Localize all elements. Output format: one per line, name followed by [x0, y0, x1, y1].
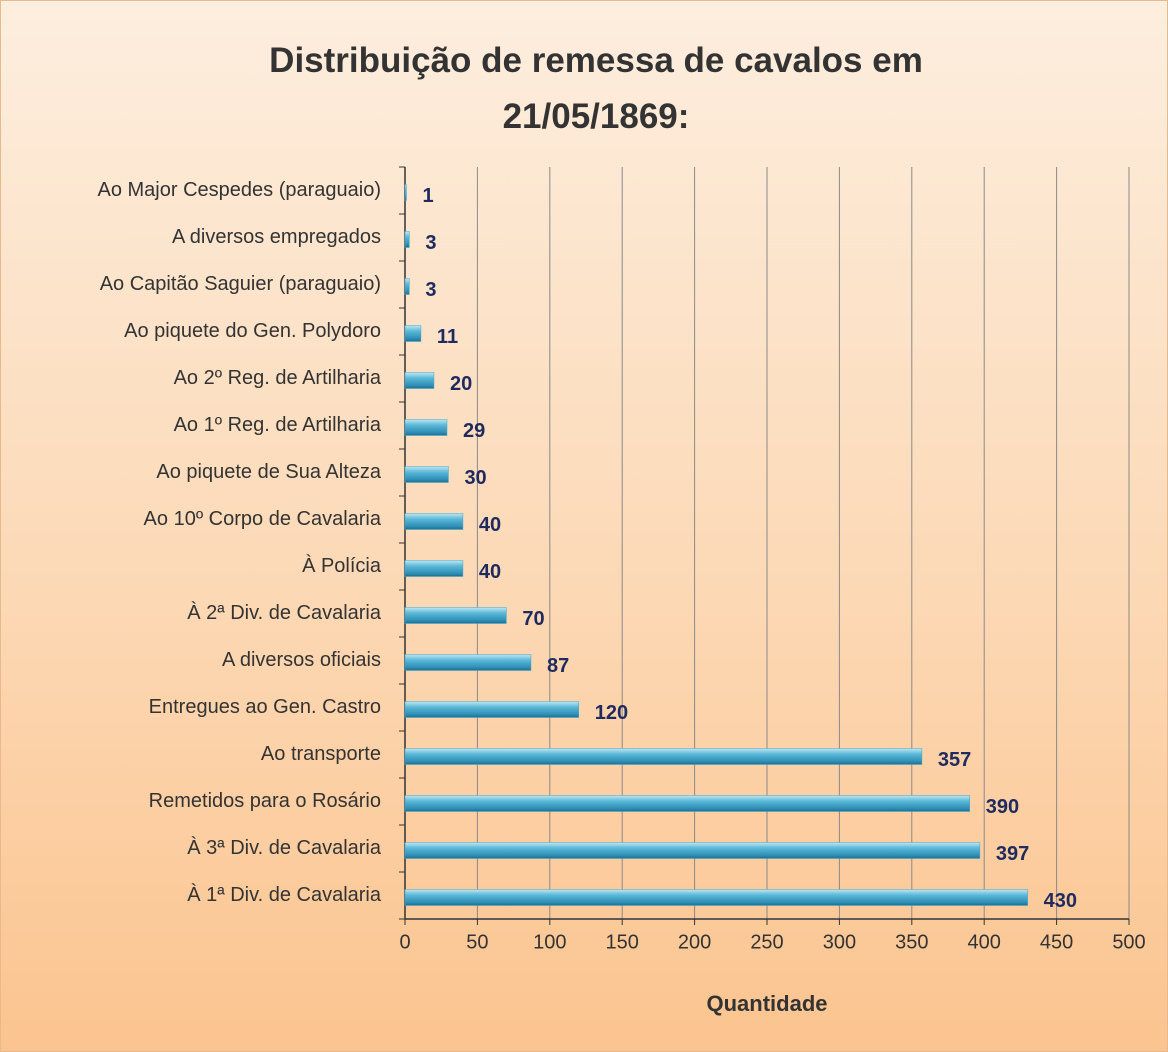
- value-label: 120: [595, 702, 628, 724]
- x-tick-label: 100: [533, 931, 566, 953]
- bar: [404, 419, 448, 436]
- bar: [404, 842, 981, 859]
- bar: [404, 748, 923, 765]
- y-tick-label: A diversos oficiais: [222, 649, 381, 671]
- value-label: 397: [996, 843, 1029, 865]
- bar: [404, 466, 449, 483]
- y-tick-label: Ao 1º Reg. de Artilharia: [174, 414, 382, 436]
- bar: [404, 184, 407, 201]
- bar: [404, 513, 464, 530]
- value-label: 20: [450, 373, 472, 395]
- y-tick-label: À 2ª Div. de Cavalaria: [187, 601, 382, 624]
- value-label: 1: [422, 185, 433, 207]
- bar: [404, 607, 507, 624]
- bar: [404, 654, 532, 671]
- x-tick-label: 0: [399, 931, 410, 953]
- y-tick-label: Ao 10º Corpo de Cavalaria: [144, 508, 382, 530]
- bar: [404, 795, 970, 812]
- value-label: 40: [479, 514, 501, 536]
- value-label: 390: [986, 796, 1019, 818]
- value-label: 11: [437, 326, 458, 348]
- y-tick-label: Entregues ao Gen. Castro: [149, 696, 381, 718]
- y-tick-label: Ao transporte: [261, 743, 381, 765]
- x-axis-title: Quantidade: [706, 991, 827, 1016]
- bar: [404, 278, 410, 295]
- y-tick-label: Ao 2º Reg. de Artilharia: [174, 367, 382, 389]
- bar: [404, 231, 410, 248]
- x-tick-label: 300: [823, 931, 856, 953]
- y-tick-label: Ao Capitão Saguier (paraguaio): [100, 273, 381, 295]
- value-label: 357: [938, 749, 971, 771]
- bar: [404, 560, 464, 577]
- value-label: 30: [464, 467, 486, 489]
- x-tick-label: 200: [678, 931, 711, 953]
- y-tick-label: Ao Major Cespedes (paraguaio): [98, 179, 382, 201]
- x-tick-label: 350: [895, 931, 928, 953]
- y-tick-label: À Polícia: [302, 554, 382, 577]
- value-label: 3: [425, 279, 436, 301]
- bar: [404, 889, 1028, 906]
- value-label: 87: [547, 655, 569, 677]
- chart-title: Distribuição de remessa de cavalos em 21…: [269, 41, 923, 136]
- y-tick-label: À 1ª Div. de Cavalaria: [187, 883, 382, 906]
- x-tick-label: 450: [1040, 931, 1073, 953]
- value-label: 70: [522, 608, 544, 630]
- x-tick-label: 150: [606, 931, 639, 953]
- x-tick-label: 400: [968, 931, 1001, 953]
- bar: [404, 325, 422, 342]
- y-tick-label: A diversos empregados: [172, 226, 381, 248]
- y-tick-label: Ao piquete do Gen. Polydoro: [124, 320, 381, 342]
- value-label: 29: [463, 420, 485, 442]
- bar: [404, 372, 435, 389]
- value-label: 430: [1044, 890, 1077, 912]
- x-tick-label: 50: [466, 931, 488, 953]
- value-label: 40: [479, 561, 501, 583]
- bar: [404, 701, 580, 718]
- value-label: 3: [425, 232, 436, 254]
- y-tick-label: Ao piquete de Sua Alteza: [156, 461, 381, 483]
- x-tick-label: 500: [1112, 931, 1145, 953]
- y-tick-label: À 3ª Div. de Cavalaria: [187, 836, 382, 859]
- x-tick-label: 250: [750, 931, 783, 953]
- y-tick-label: Remetidos para o Rosário: [149, 790, 381, 812]
